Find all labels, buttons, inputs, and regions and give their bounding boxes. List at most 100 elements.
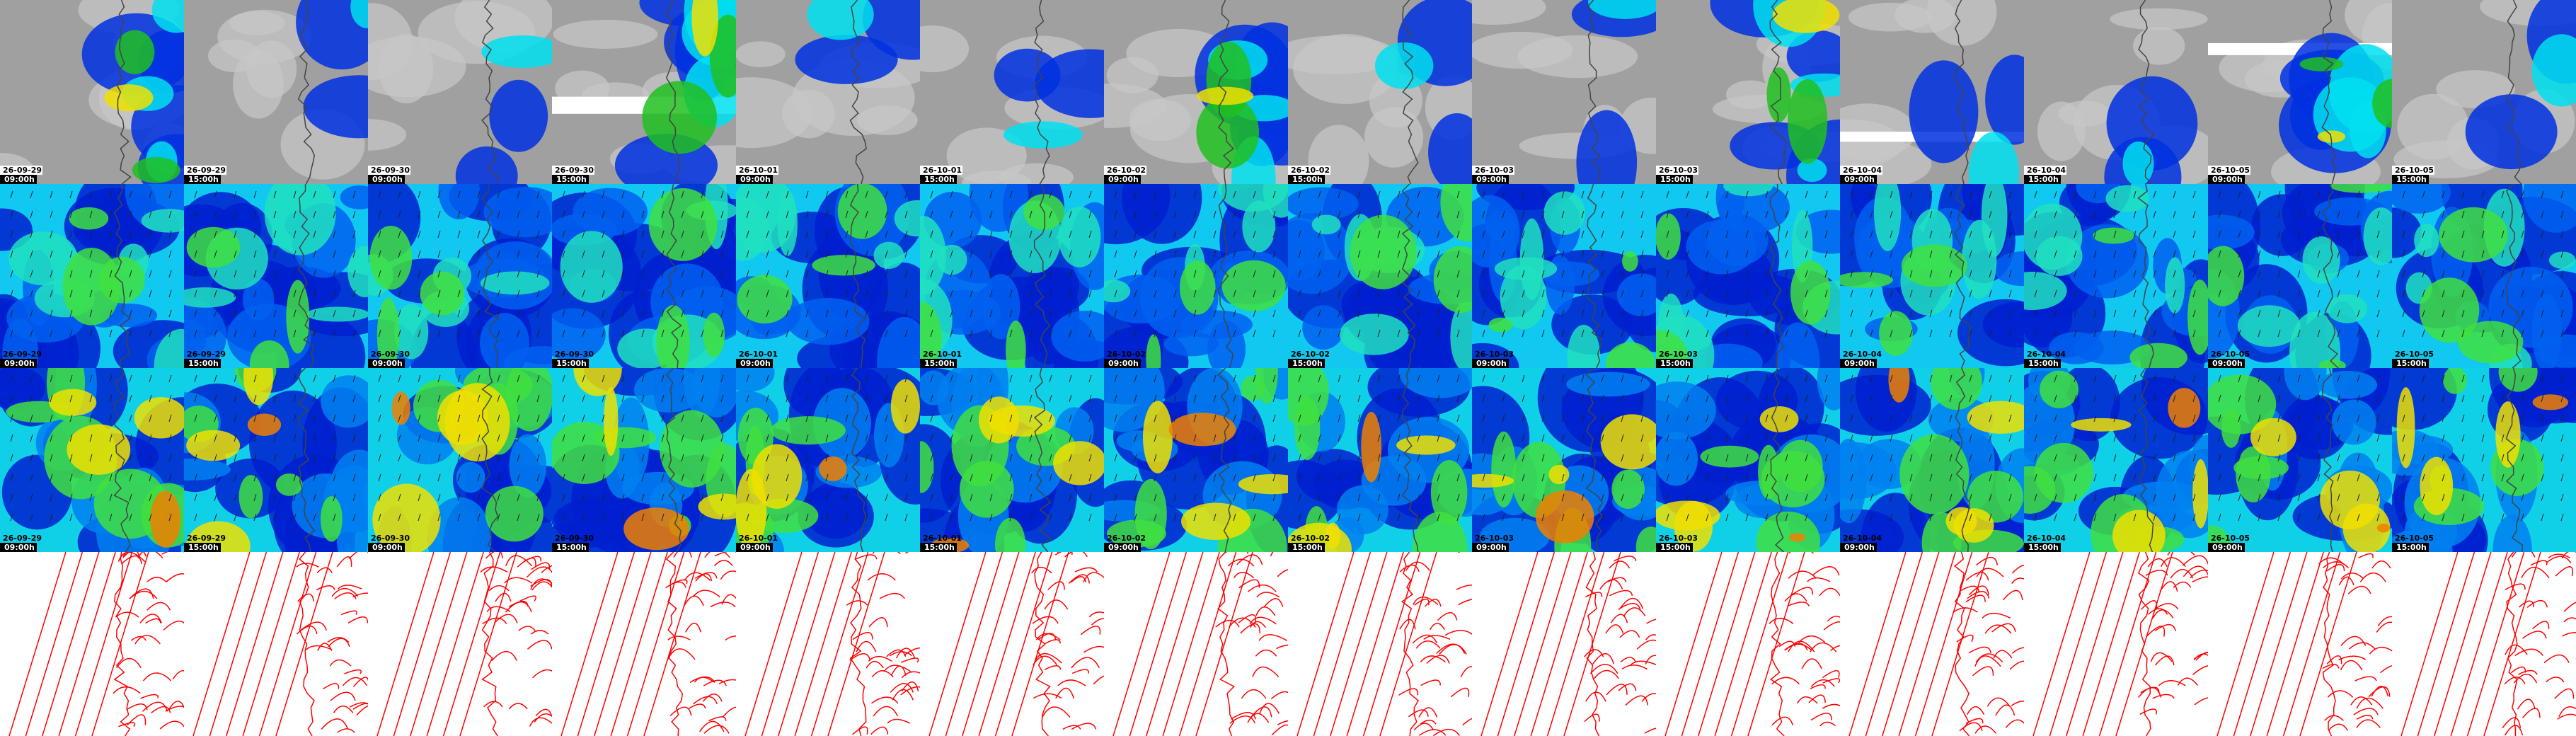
wind-arrow [621,454,625,462]
wind-arrow [2317,374,2321,383]
isobar [1249,616,1277,625]
wind-arrow [2376,190,2380,199]
isobar [1798,635,1826,643]
wind-arrow [2297,414,2301,422]
isobar [121,555,142,565]
field-blob [2492,514,2532,552]
wind-arrow [1621,230,1624,238]
wind-arrow [582,394,585,403]
wind-arrow [1522,434,1525,442]
wind-arrow [2442,473,2445,482]
wind-arrow [1640,289,1644,298]
field-blob [703,312,725,357]
wind-arrow [2093,513,2097,522]
wind-arrow [1666,230,1669,238]
wind-arrow [989,434,993,442]
isobar [505,555,533,567]
wind-arrow [950,454,953,462]
wind-arrow [1213,414,1217,422]
wind-arrow [1417,513,1420,522]
wind-arrow [621,513,625,522]
isobar [1064,552,1088,558]
wind-arrow [2422,374,2425,383]
isobar [2505,644,2528,655]
coastline [2505,184,2522,368]
isobar [2147,608,2168,615]
wind-arrow [1949,309,1953,318]
wind-arrow [2402,210,2405,219]
wind-arrow [825,454,829,462]
isobar [1426,655,1450,665]
wind-arrow [253,190,257,199]
wind-arrow [10,394,13,403]
isobar [1974,655,2001,667]
wind-arrow [1397,289,1401,298]
wind-arrow [2357,210,2360,219]
wind-arrow [1134,394,1137,403]
isobar [1959,722,1983,732]
wind-arrow [1686,250,1689,258]
isobar [594,552,652,736]
coastline [665,0,682,184]
wind-arrow [2357,414,2360,422]
wind-arrow [1114,270,1117,278]
coastline [481,184,500,368]
field-blob [485,485,544,542]
wind-arrow [2054,270,2057,278]
wind-arrow [2402,394,2405,403]
wind-arrow [930,289,933,298]
isobar [2192,665,2208,676]
isobar [336,556,352,568]
field-blob [1294,396,1321,461]
wind-arrow [1088,394,1092,403]
wind-arrow [562,190,565,199]
wind-arrow [168,493,172,502]
wind-arrow [1686,374,1689,383]
date-label: 26-10-03 [1659,350,1698,359]
isobar [673,552,692,558]
date-label-bg [1656,166,1698,175]
wind-arrow [1397,414,1401,422]
wind-arrow [621,394,625,403]
wind-arrow [2541,190,2544,199]
isobar [1822,678,1840,684]
wind-arrow [2192,250,2196,258]
wind-arrow [69,493,73,502]
wind-arrow [313,309,316,318]
isobar [1714,552,1772,736]
wind-arrow [1621,329,1624,338]
isobar [1296,552,1355,736]
field-blob [1787,79,1828,164]
wind-arrow [1049,329,1052,338]
time-label-bg [1472,359,1509,368]
isobar [2005,719,2024,728]
wind-arrow [1397,210,1401,219]
isobar [1791,587,1813,595]
isobar [352,592,368,598]
field-blob [1361,411,1382,483]
time-label: 09:00h [2212,359,2243,368]
wind-arrow [582,329,585,338]
wind-arrow [1909,270,1913,278]
wind-arrow [1850,329,1853,338]
wind-arrow [1437,513,1440,522]
wind-arrow [950,329,953,338]
wind-arrow [2481,473,2485,482]
wind-arrow [701,414,704,422]
wind-arrow [602,210,605,219]
wind-arrow [1949,374,1953,383]
isobar [2139,708,2157,715]
wind-arrow [904,493,908,502]
isobar [1083,572,1104,583]
time-label: 09:00h [1108,175,1139,184]
wind-arrow [845,190,849,199]
wind-arrow [1338,230,1341,238]
wind-arrow [149,309,152,318]
wind-arrow [89,374,93,383]
wind-arrow [333,454,336,462]
wind-arrow [989,309,993,318]
wind-arrow [1233,473,1236,482]
wind-arrow [2054,374,2057,383]
